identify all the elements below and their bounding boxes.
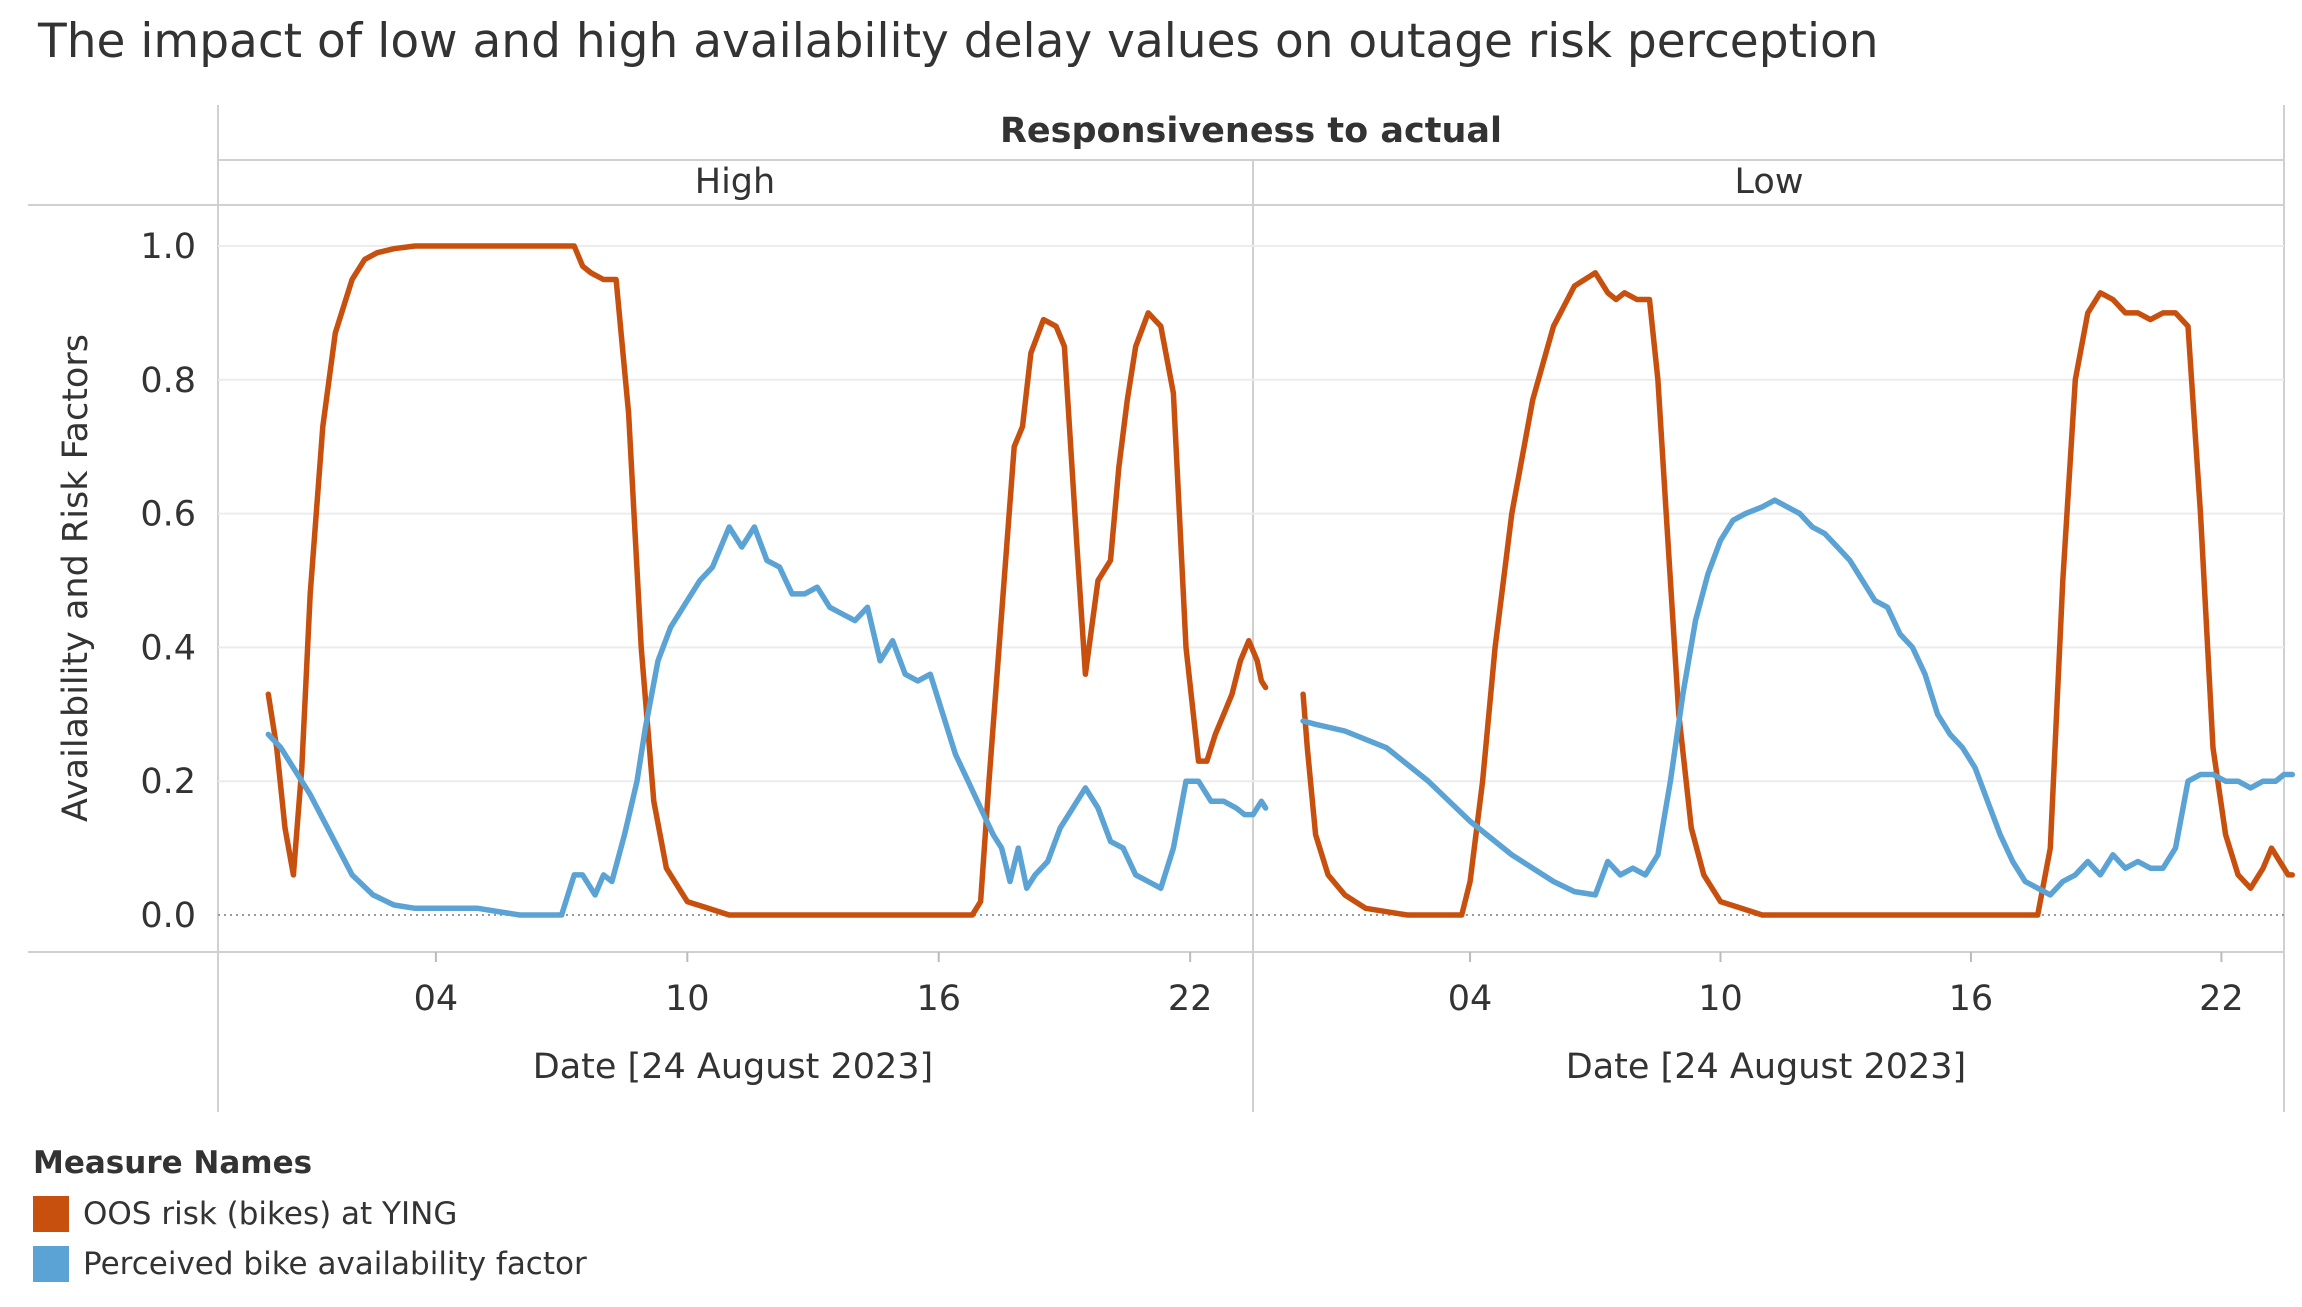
legend-swatch-oos — [33, 1196, 69, 1232]
x-tick-label: 10 — [665, 979, 710, 1019]
legend-swatch-perceived — [33, 1246, 69, 1282]
plot-area: 0.0 0.2 0.4 0.6 0.8 1.0 04 10 16 22 04 10 16 22 — [140, 227, 2296, 1019]
panel-label-high: High — [695, 162, 775, 202]
legend-item-perceived[interactable]: Perceived bike availability factor — [33, 1239, 587, 1289]
y-tick-label: 0.2 — [140, 762, 196, 802]
perceived-availability-line-high — [265, 524, 1269, 918]
oos-risk-line-high — [265, 243, 1269, 918]
panel-label-low: Low — [1735, 162, 1804, 202]
x-axis-label-high: Date [24 August 2023] — [533, 1047, 933, 1087]
column-header: Responsiveness to actual — [1000, 111, 1502, 151]
chart-frame — [28, 105, 2285, 1112]
x-tick-label: 16 — [916, 979, 961, 1019]
oos-risk-line-low — [1300, 270, 2296, 918]
y-axis-label: Availability and Risk Factors — [56, 334, 96, 822]
y-tick-label: 0.0 — [140, 896, 196, 936]
x-tick-label: 16 — [1949, 979, 1994, 1019]
x-axis-label-low: Date [24 August 2023] — [1566, 1047, 1966, 1087]
x-tick-label: 10 — [1698, 979, 1743, 1019]
perceived-availability-line-low — [1300, 497, 2296, 898]
x-tick-label: 22 — [2199, 979, 2244, 1019]
chart-canvas: Responsiveness to actual High Low Availa… — [28, 105, 2296, 1112]
y-tick-label: 0.8 — [140, 361, 196, 401]
y-tick-label: 0.4 — [140, 628, 196, 668]
x-tick-label: 04 — [1448, 979, 1493, 1019]
y-tick-label: 1.0 — [140, 227, 196, 267]
x-tick-label: 04 — [414, 979, 459, 1019]
y-tick-label: 0.6 — [140, 495, 196, 535]
legend-item-oos[interactable]: OOS risk (bikes) at YING — [33, 1189, 587, 1239]
chart-title: The impact of low and high availability … — [38, 14, 1879, 69]
legend-label-oos: OOS risk (bikes) at YING — [83, 1196, 458, 1232]
x-tick-label: 22 — [1168, 979, 1213, 1019]
legend: Measure Names OOS risk (bikes) at YING P… — [33, 1145, 587, 1289]
legend-label-perceived: Perceived bike availability factor — [83, 1246, 587, 1282]
legend-title: Measure Names — [33, 1145, 313, 1181]
